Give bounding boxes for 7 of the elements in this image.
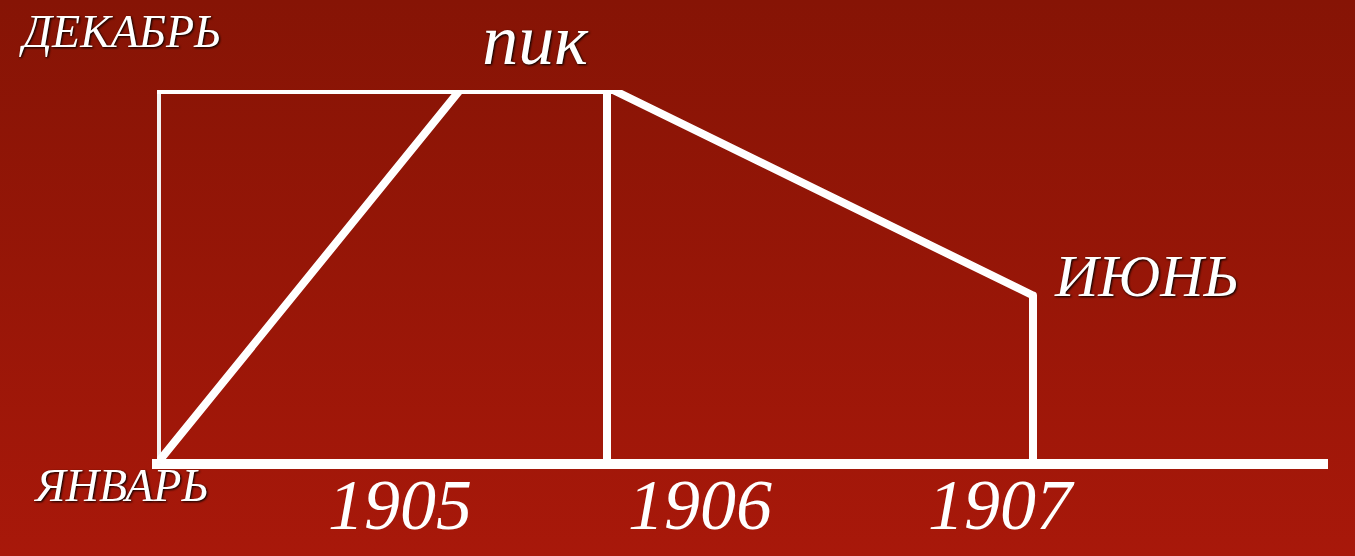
annotation: ЯНВАРЬ — [33, 459, 209, 511]
x-tick-label: 1905 — [328, 464, 472, 545]
annotation: пик — [482, 0, 590, 80]
annotation: ИЮНЬ — [1054, 243, 1239, 310]
x-tick-label: 1907 — [928, 464, 1075, 545]
annotation: ДЕКАБРЬ — [18, 6, 222, 58]
x-tick-label: 1906 — [628, 464, 772, 545]
